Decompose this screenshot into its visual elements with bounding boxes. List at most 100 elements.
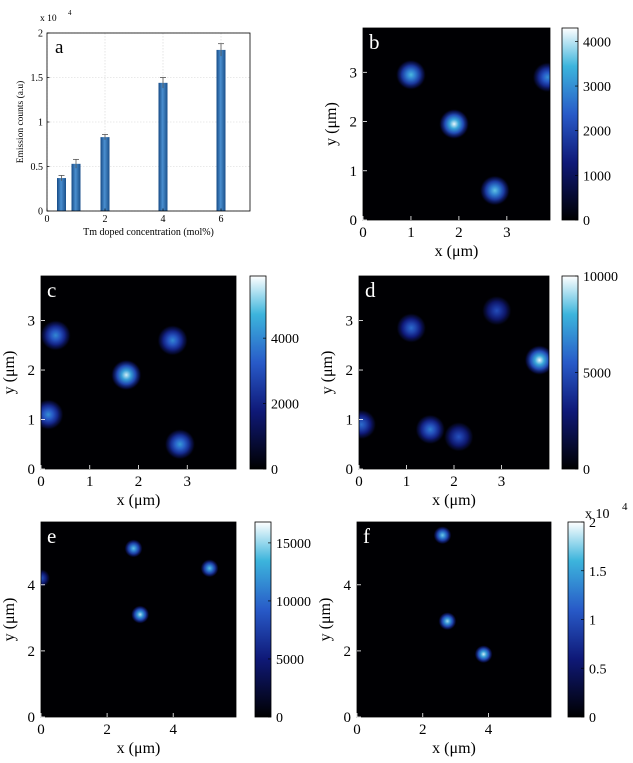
x-tick-label: 0 xyxy=(359,225,367,241)
bar xyxy=(216,49,226,211)
panel-e-heatmap: 0 2 4 0 2 4 x (μm) y (μm) e xyxy=(1,521,237,757)
emission-spot xyxy=(41,319,72,351)
y-tick-label: 2 xyxy=(346,363,354,379)
x-axis-label: x (μm) xyxy=(432,492,476,509)
x-tick-label: 0 xyxy=(37,474,45,490)
x-tick-label: 1 xyxy=(407,225,415,241)
bar xyxy=(158,82,168,211)
y-tick-label: 0 xyxy=(350,213,358,229)
emission-spot xyxy=(41,568,51,588)
colorbar-gradient xyxy=(561,27,579,221)
emission-spot xyxy=(443,421,474,453)
emission-spot xyxy=(164,428,196,460)
panel-label: c xyxy=(47,278,56,302)
colorbar-tick-label: 2000 xyxy=(271,398,299,413)
plot-frame xyxy=(356,521,552,718)
y-tick-label: 1 xyxy=(346,413,354,429)
panel-label: a xyxy=(55,37,64,58)
panel-label: f xyxy=(363,524,370,548)
emission-spot xyxy=(41,398,64,431)
x-tick-label: 4 xyxy=(169,722,177,738)
emission-spot xyxy=(415,414,446,445)
y-tick-label: 2 xyxy=(38,29,43,40)
emission-spot xyxy=(474,644,493,664)
colorbar-tick-label: 1000 xyxy=(583,169,611,184)
colorbar-tick-label: 10000 xyxy=(583,270,618,285)
colorbar-tick-label: 2 xyxy=(589,516,596,531)
y-axis-label: y (μm) xyxy=(319,351,336,395)
x-tick-label: 3 xyxy=(184,474,192,490)
panel-label: e xyxy=(47,524,56,548)
y-exponent-label: x 10 xyxy=(40,14,57,24)
y-axis-label: y (μm) xyxy=(323,102,340,146)
emission-spot xyxy=(524,344,549,376)
emission-spot xyxy=(110,359,142,391)
spots-layer xyxy=(359,295,549,453)
colorbar-tick-label: 10000 xyxy=(276,595,311,610)
y-tick-label: 2 xyxy=(28,363,36,379)
x-tick-label: 0 xyxy=(45,214,50,225)
y-tick-label: 0 xyxy=(38,207,43,218)
y-tick-label: 1 xyxy=(28,413,36,429)
x-axis-label: Tm doped concentration (mol%) xyxy=(83,227,214,238)
y-tick-label: 0 xyxy=(346,462,354,478)
x-tick-label: 2 xyxy=(103,722,111,738)
x-tick-label: 4 xyxy=(485,722,493,738)
x-tick-label: 0 xyxy=(353,722,361,738)
y-tick-label: 2 xyxy=(28,644,36,660)
colorbar-d: 0 5000 10000 xyxy=(561,270,618,478)
y-tick-label: 1.5 xyxy=(31,73,44,84)
bar xyxy=(100,137,110,211)
x-axis-label: x (μm) xyxy=(432,740,476,757)
x-tick-label: 3 xyxy=(498,474,506,490)
y-axis-label: y (μm) xyxy=(1,598,18,642)
colorbar-tick-label: 0.5 xyxy=(589,662,607,677)
emission-spot xyxy=(532,61,550,93)
colorbar-tick-label: 2000 xyxy=(583,125,611,140)
spots-layer xyxy=(41,539,219,624)
colorbar-exponent-power: 4 xyxy=(622,501,628,513)
x-axis-label: x (μm) xyxy=(117,740,161,757)
x-axis-label: x (μm) xyxy=(435,243,479,260)
y-tick-label: 3 xyxy=(346,314,354,330)
x-tick-label: 1 xyxy=(86,474,94,490)
y-tick-label: 1 xyxy=(38,118,43,129)
emission-spot xyxy=(438,108,470,140)
emission-spot xyxy=(433,526,452,545)
panel-a-bar-chart: 0 2 4 6 0 0.5 1 1.5 2 x 10 4 Tm doped concentration… xyxy=(15,9,251,238)
y-tick-label: 1 xyxy=(350,164,358,180)
emission-spot xyxy=(438,611,457,631)
bar xyxy=(57,178,66,211)
x-tick-label: 6 xyxy=(219,214,224,225)
x-tick-label: 0 xyxy=(37,722,45,738)
y-axis-label: Emission counts (a.u) xyxy=(15,81,26,164)
colorbar-tick-label: 5000 xyxy=(583,367,611,382)
x-tick-label: 4 xyxy=(161,214,166,225)
emission-spot xyxy=(479,175,511,206)
y-tick-label: 3 xyxy=(28,314,36,330)
colorbar-c: 0 2000 4000 xyxy=(249,275,299,478)
x-tick-label: 3 xyxy=(503,225,511,241)
y-exponent-power: 4 xyxy=(68,9,72,17)
colorbar-tick-label: 4000 xyxy=(271,332,299,347)
colorbar-b: 0 1000 2000 3000 4000 xyxy=(561,27,611,229)
colorbar-f: 0 0.5 1 1.5 2x 10 4 xyxy=(567,501,628,726)
y-axis-label: y (μm) xyxy=(1,351,18,395)
spots-layer xyxy=(41,319,196,460)
panel-f-heatmap: 0 2 4 0 2 4 x (μm) y (μm) f xyxy=(317,521,552,757)
emission-spot xyxy=(130,605,150,624)
x-tick-label: 0 xyxy=(355,474,363,490)
colorbar-tick-label: 15000 xyxy=(276,537,311,552)
y-tick-label: 0 xyxy=(28,710,36,726)
colorbar-tick-label: 0 xyxy=(583,214,590,229)
colorbar-tick-label: 5000 xyxy=(276,653,304,668)
y-tick-label: 0.5 xyxy=(31,162,44,173)
y-tick-label: 3 xyxy=(350,65,358,81)
spots-layer xyxy=(433,526,493,664)
spots-layer xyxy=(395,59,550,206)
colorbar-gradient xyxy=(254,521,272,718)
y-tick-label: 2 xyxy=(350,115,358,131)
x-tick-label: 1 xyxy=(403,474,411,490)
panel-c-heatmap: 0 1 2 3 0 1 2 3 x (μm) y (μm) c xyxy=(1,275,237,509)
